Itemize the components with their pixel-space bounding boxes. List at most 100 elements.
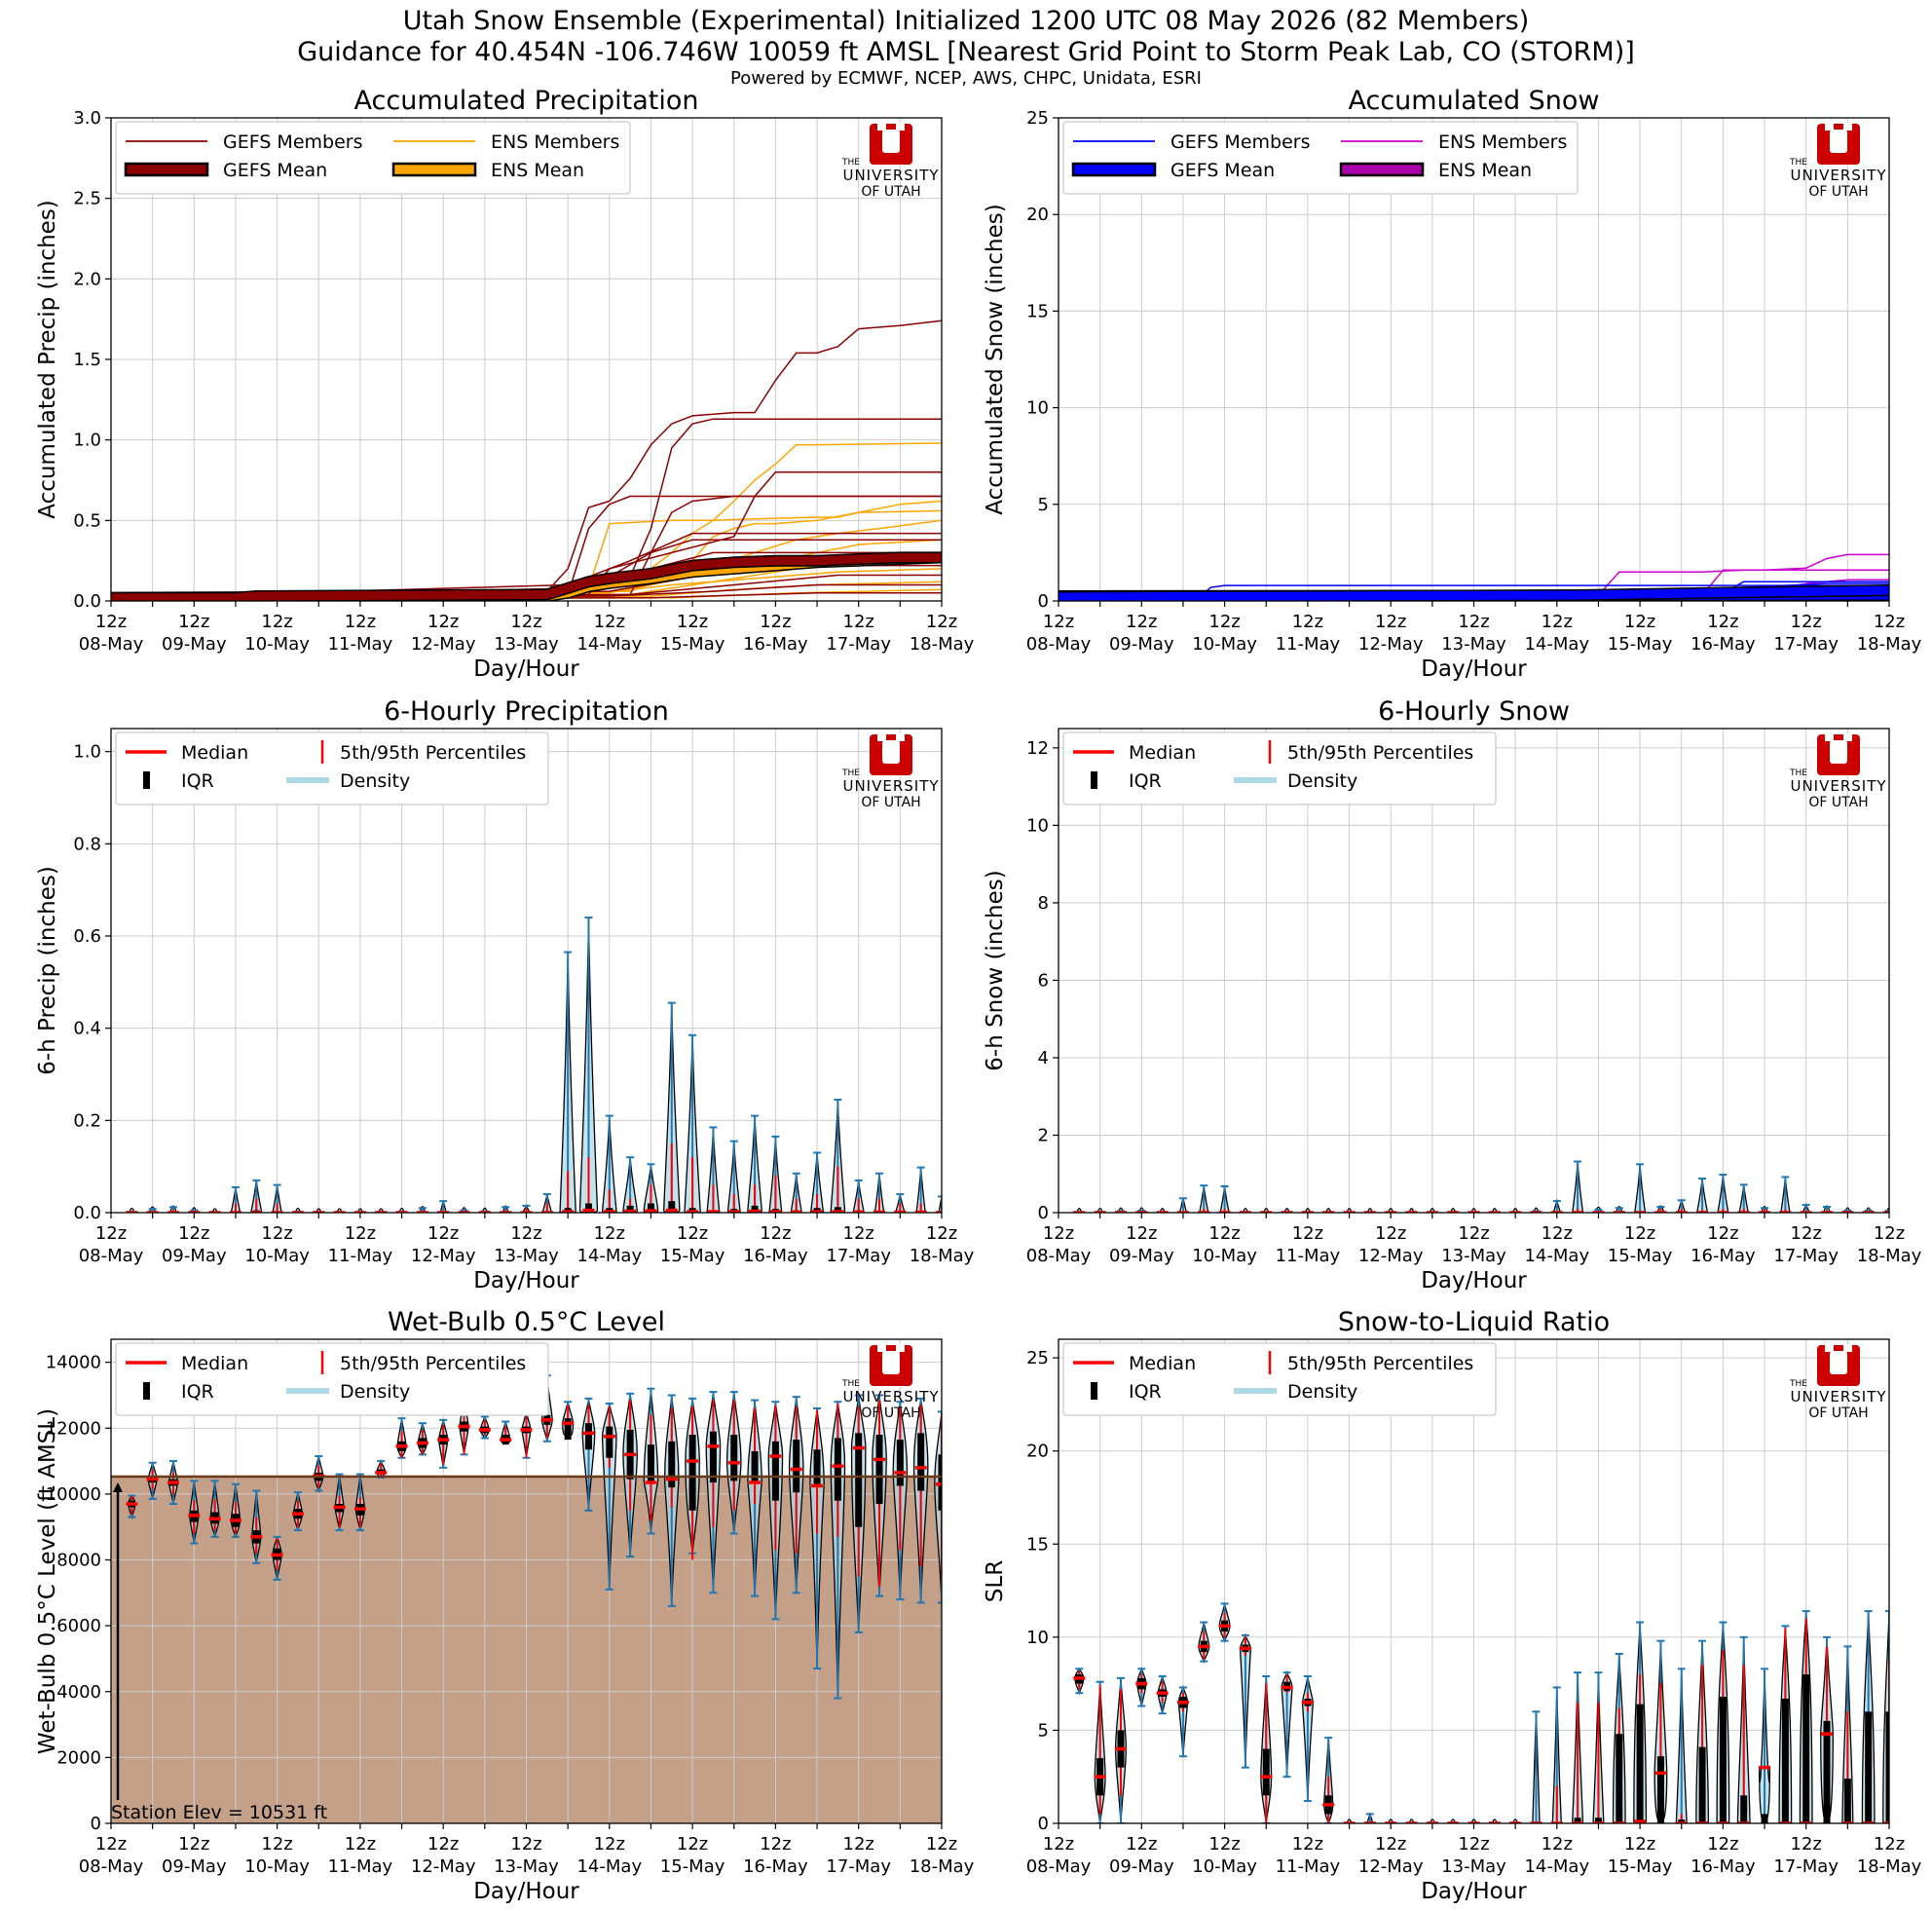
logo-notch — [877, 123, 886, 131]
x-tick-label-hour: 12z — [843, 612, 874, 632]
legend-entry-label: Median — [181, 1353, 248, 1374]
logo-notch — [1843, 123, 1852, 131]
x-tick-label-day: 18-May — [910, 634, 975, 655]
x-tick-label-day: 11-May — [328, 1246, 393, 1266]
x-tick-label-hour: 12z — [427, 1834, 459, 1855]
x-tick-label-day: 08-May — [79, 1856, 144, 1877]
legend-entry-label: Density — [340, 1381, 410, 1403]
x-tick-label-hour: 12z — [510, 612, 541, 632]
logo-notch — [1843, 1344, 1852, 1352]
x-tick-label-hour: 12z — [261, 1223, 292, 1244]
x-tick-label-hour: 12z — [1375, 1834, 1406, 1855]
legend-entry-label: IQR — [1129, 1381, 1162, 1403]
y-tick-label: 0.6 — [73, 926, 101, 947]
iqr-box — [647, 1444, 654, 1481]
x-tick-label-day: 12-May — [1358, 634, 1424, 655]
plot-area — [1073, 1602, 1889, 1823]
x-tick-label-day: 16-May — [743, 634, 808, 655]
legend-swatch-iqr — [143, 771, 150, 789]
legend-swatch-thick — [1071, 162, 1157, 177]
x-tick-label-day: 10-May — [244, 1246, 310, 1266]
iqr-box — [751, 1205, 759, 1213]
y-tick-label: 0 — [91, 1814, 101, 1834]
legend-entry-label: ENS Members — [491, 131, 619, 153]
iqr-box — [793, 1440, 800, 1493]
x-tick-label-day: 13-May — [494, 1246, 559, 1266]
legend-entry-label: Density — [340, 770, 410, 792]
x-tick-label-hour: 12z — [95, 1223, 127, 1244]
chart-title: Snow-to-Liquid Ratio — [1338, 1307, 1610, 1337]
x-tick-label-hour: 12z — [843, 1223, 874, 1244]
logo-text: UNIVERSITY — [842, 167, 939, 184]
x-tick-label-day: 13-May — [1441, 1856, 1506, 1877]
x-tick-label-hour: 12z — [926, 1223, 957, 1244]
x-axis-label: Day/Hour — [1421, 1268, 1527, 1293]
x-tick-label-day: 14-May — [576, 1246, 642, 1266]
x-tick-label-hour: 12z — [594, 612, 625, 632]
x-tick-label-hour: 12z — [1874, 1834, 1905, 1855]
x-tick-label-hour: 12z — [178, 1834, 209, 1855]
x-axis-label: Day/Hour — [473, 1268, 579, 1293]
iqr-box — [709, 1431, 717, 1483]
x-tick-label-day: 11-May — [328, 1856, 393, 1877]
x-tick-label-hour: 12z — [677, 612, 708, 632]
y-tick-label: 0.5 — [73, 510, 101, 531]
iqr-box — [1262, 1748, 1270, 1796]
x-tick-label-day: 17-May — [826, 1246, 891, 1266]
legend-entry-label: ENS Mean — [491, 160, 584, 181]
x-tick-label-hour: 12z — [594, 1223, 625, 1244]
logo-notch — [1825, 1344, 1834, 1352]
x-tick-label-hour: 12z — [1624, 612, 1655, 632]
x-tick-label-day: 17-May — [826, 1856, 891, 1877]
logo-notch — [1825, 123, 1834, 131]
logo-text: OF UTAH — [861, 795, 920, 810]
y-tick-label: 6 — [1038, 970, 1049, 991]
legend: Median 5th/95th Percentiles IQR Density — [1062, 731, 1497, 806]
legend-entry-label: Density — [1287, 1381, 1357, 1403]
x-tick-label-day: 09-May — [162, 1856, 227, 1877]
legend-entry-label: Density — [1287, 770, 1357, 792]
y-tick-label: 6000 — [56, 1616, 101, 1636]
x-tick-label-hour: 12z — [1624, 1834, 1655, 1855]
x-tick-label-day: 12-May — [1358, 1856, 1424, 1877]
logo-text: OF UTAH — [1808, 1405, 1868, 1421]
y-tick-label: 0.2 — [73, 1110, 101, 1131]
x-tick-label-day: 18-May — [1857, 1246, 1922, 1266]
x-tick-label-hour: 12z — [1043, 1223, 1074, 1244]
y-tick-label: 15 — [1026, 1534, 1049, 1555]
x-tick-label-hour: 12z — [510, 1223, 541, 1244]
y-tick-label: 10 — [1026, 815, 1049, 836]
x-tick-label-day: 10-May — [244, 634, 310, 655]
y-axis-label: Wet-Bulb 0.5°C Level (ft AMSL) — [35, 1408, 60, 1754]
x-tick-label-hour: 12z — [1707, 1834, 1738, 1855]
x-tick-label-hour: 12z — [1043, 612, 1074, 632]
x-tick-label-hour: 12z — [1126, 1834, 1157, 1855]
x-tick-label-hour: 12z — [1874, 612, 1905, 632]
legend-swatch-iqr — [1091, 771, 1097, 789]
x-tick-label-day: 08-May — [1026, 1856, 1092, 1877]
y-tick-label: 3.0 — [73, 108, 101, 129]
x-tick-label-day: 15-May — [1608, 1246, 1673, 1266]
logo-shape-inner — [1830, 130, 1847, 153]
iqr-box — [730, 1435, 738, 1481]
x-tick-label-hour: 12z — [345, 612, 376, 632]
logo-text: THE — [1789, 158, 1807, 168]
iqr-box — [1843, 1779, 1851, 1823]
logo-notch — [877, 733, 886, 741]
legend: GEFS Members ENS Members GEFS Mean ENS Mean — [115, 121, 631, 195]
legend-box — [115, 731, 549, 806]
chart-wetbulb_level: Wet-Bulb 0.5°C Level Station Elev = 10531… — [35, 1307, 975, 1904]
iqr-box — [917, 1433, 925, 1491]
plot-area — [126, 1374, 942, 1700]
x-tick-label-day: 09-May — [1109, 1246, 1174, 1266]
x-tick-label-hour: 12z — [178, 612, 209, 632]
x-tick-label-hour: 12z — [1375, 612, 1406, 632]
y-tick-label: 1.0 — [73, 431, 101, 451]
y-tick-label: 1.5 — [73, 350, 101, 370]
y-tick-label: 2.0 — [73, 269, 101, 289]
logo-text: OF UTAH — [1808, 184, 1868, 200]
iqr-box — [855, 1433, 863, 1527]
